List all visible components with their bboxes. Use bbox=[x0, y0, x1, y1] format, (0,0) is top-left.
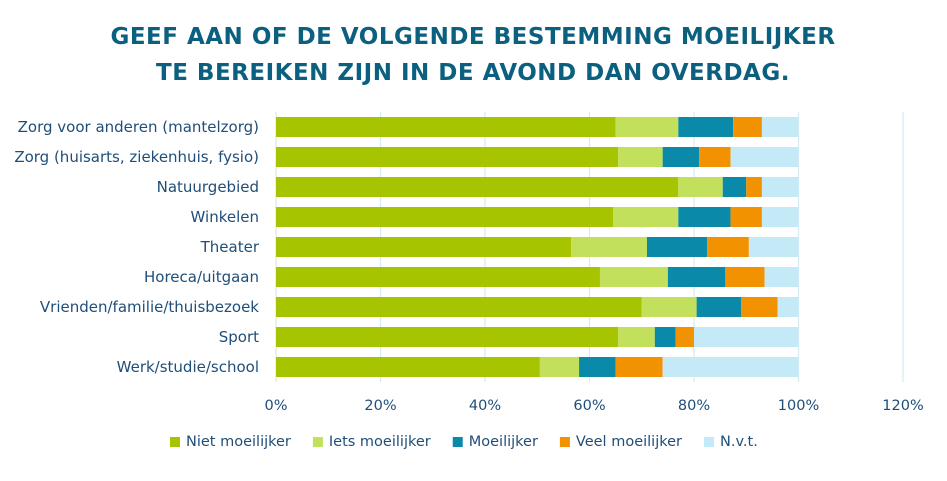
category-label: Horeca/uitgaan bbox=[144, 268, 259, 286]
x-tick-label: 80% bbox=[678, 398, 710, 414]
legend-label: Niet moeilijker bbox=[186, 434, 291, 450]
bar-segment bbox=[615, 357, 663, 377]
legend-label: Moeilijker bbox=[469, 434, 538, 450]
bar-segment bbox=[615, 117, 679, 137]
bar-segment bbox=[764, 267, 799, 287]
legend-label: Veel moeilijker bbox=[576, 434, 682, 450]
bar-segment bbox=[276, 267, 600, 287]
bar-segment bbox=[746, 177, 762, 197]
bar-segment bbox=[662, 147, 700, 167]
bar-segment bbox=[276, 357, 540, 377]
bar-segment bbox=[678, 117, 734, 137]
category-labels: Zorg voor anderen (mantelzorg) Zorg (huis… bbox=[14, 118, 260, 376]
legend-swatch bbox=[452, 437, 463, 447]
chart-title-line-1: GEEF AAN OF DE VOLGENDE BESTEMMING MOEIL… bbox=[110, 24, 835, 50]
x-tick-label: 20% bbox=[364, 398, 396, 414]
bar-segment bbox=[707, 237, 749, 257]
category-label: Theater bbox=[200, 238, 260, 256]
bar-segment bbox=[539, 357, 580, 377]
category-label: Natuurgebied bbox=[157, 178, 259, 196]
x-tick-labels: 0% 20% 40% 60% 80% 100% 120% bbox=[264, 398, 923, 414]
bar-segment bbox=[276, 237, 572, 257]
category-label: Zorg voor anderen (mantelzorg) bbox=[18, 118, 259, 136]
bar-segment bbox=[646, 237, 708, 257]
bar-segment bbox=[571, 237, 647, 257]
x-tick-label: 0% bbox=[264, 398, 287, 414]
legend: Niet moeilijker Iets moeilijker Moeilijker… bbox=[170, 434, 758, 450]
bar-segment bbox=[276, 147, 619, 167]
legend-swatch bbox=[704, 437, 714, 447]
bar-segment bbox=[675, 327, 694, 347]
bar-segment bbox=[761, 117, 799, 137]
bar-segment bbox=[276, 207, 614, 227]
category-label: Sport bbox=[219, 328, 259, 346]
bar-segment bbox=[599, 267, 668, 287]
bar-segment bbox=[276, 117, 616, 137]
bar-segment bbox=[618, 147, 663, 167]
bar-segment bbox=[694, 327, 799, 347]
bar-segment bbox=[699, 147, 731, 167]
bar-segment bbox=[654, 327, 676, 347]
bar-segment bbox=[725, 267, 765, 287]
legend-label: N.v.t. bbox=[720, 434, 758, 450]
bar-segment bbox=[761, 207, 799, 227]
bar-segment bbox=[730, 207, 762, 227]
bar-segment bbox=[276, 177, 679, 197]
bar-segment bbox=[722, 177, 747, 197]
category-label: Vrienden/familie/thuisbezoek bbox=[40, 298, 259, 316]
bar-segment bbox=[276, 297, 642, 317]
category-label: Winkelen bbox=[191, 208, 259, 226]
bar-segment bbox=[662, 357, 799, 377]
x-tick-label: 120% bbox=[882, 398, 923, 414]
bar-segment bbox=[618, 327, 655, 347]
x-tick-label: 40% bbox=[469, 398, 501, 414]
legend-swatch bbox=[170, 437, 180, 447]
bar-segment bbox=[678, 207, 731, 227]
bar-segment bbox=[678, 177, 723, 197]
x-tick-label: 60% bbox=[573, 398, 605, 414]
x-tick-label: 100% bbox=[778, 398, 819, 414]
category-label: Werk/studie/school bbox=[117, 358, 259, 376]
bars-group bbox=[276, 117, 799, 377]
bar-segment bbox=[777, 297, 799, 317]
bar-segment bbox=[696, 297, 742, 317]
legend-label: Iets moeilijker bbox=[329, 434, 431, 450]
bar-segment bbox=[748, 237, 799, 257]
bar-segment bbox=[579, 357, 616, 377]
legend-swatch bbox=[312, 437, 323, 447]
legend-swatch bbox=[559, 437, 570, 447]
bar-segment bbox=[613, 207, 679, 227]
bar-segment bbox=[276, 327, 619, 347]
bar-segment bbox=[733, 117, 762, 137]
category-label: Zorg (huisarts, ziekenhuis, fysio) bbox=[14, 148, 259, 166]
bar-segment bbox=[741, 297, 778, 317]
bar-segment bbox=[761, 177, 799, 197]
bar-segment bbox=[730, 147, 799, 167]
chart-title-line-2: TE BEREIKEN ZIJN IN DE AVOND DAN OVERDAG… bbox=[156, 60, 790, 86]
bar-segment bbox=[667, 267, 726, 287]
bar-segment bbox=[641, 297, 697, 317]
